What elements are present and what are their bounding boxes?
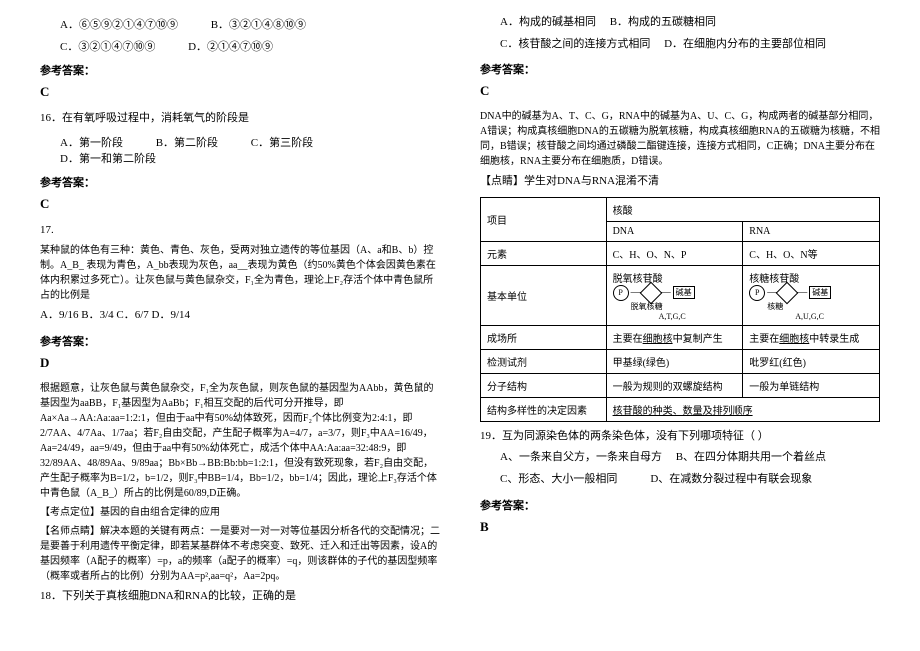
r-unit: 基本单位: [481, 265, 607, 325]
v-elem-rna: C、H、O、N等: [743, 241, 880, 265]
q18-opt-cd: C．核苷酸之间的连接方式相同 D．在细胞内分布的主要部位相同: [480, 36, 880, 54]
q17-options: A．9/16 B．3/4 C．6/7 D．9/14: [40, 307, 440, 325]
q15-options-row1: A．⑥⑤⑨②①④⑦⑩⑨ B．③②①④⑧⑩⑨: [60, 16, 440, 32]
ans18-label: 参考答案：: [480, 61, 880, 77]
q19-opt-cd: C、形态、大小一般相同 D、在减数分裂过程中有联会现象: [480, 471, 880, 489]
v-loc-dna: 主要在细胞核中复制产生: [606, 325, 743, 349]
q18-ds: 【点睛】学生对DNA与RNA混淆不清: [480, 173, 880, 191]
v-test-dna: 甲基绿(绿色): [606, 349, 743, 373]
q15-opt-c: C．③②①④⑦⑩⑨: [60, 38, 155, 54]
ans17-label: 参考答案：: [40, 333, 440, 349]
ans16-label: 参考答案：: [40, 174, 440, 190]
q16-opt-a: A．第一阶段: [60, 134, 123, 150]
q15-options-row2: C．③②①④⑦⑩⑨ D．②①④⑦⑩⑨: [60, 38, 440, 54]
q19-text: 19．互为同源染色体的两条染色体，没有下列哪项特征（ ）: [480, 428, 880, 446]
v-loc-rna: 主要在细胞核中转录生成: [743, 325, 880, 349]
q19-opt-b: B、在四分体期共用一个着丝点: [676, 451, 826, 463]
v-test-rna: 吡罗红(红色): [743, 349, 880, 373]
th-project: 项目: [481, 197, 607, 241]
q17-text: 某种鼠的体色有三种：黄色、青色、灰色，受两对独立遗传的等位基因（A、a和B、b）…: [40, 243, 440, 303]
dna-sugar-label: 脱氧核糖: [631, 301, 737, 312]
ans16-value: C: [40, 196, 440, 212]
v-elem-dna: C、H、O、N、P: [606, 241, 743, 265]
q15-opt-a: A．⑥⑤⑨②①④⑦⑩⑨: [60, 16, 178, 32]
q18-opt-b: B．构成的五碳糖相同: [610, 16, 716, 28]
q19-opt-d: D、在减数分裂过程中有联会现象: [650, 473, 812, 485]
rna-sugar-label: 核糖: [767, 301, 873, 312]
th-nuc: 核酸: [606, 197, 879, 221]
q15-opt-b: B．③②①④⑧⑩⑨: [211, 16, 306, 32]
ans15-label: 参考答案：: [40, 62, 440, 78]
q16-opt-b: B．第二阶段: [156, 134, 218, 150]
q16-opt-d: D．第一和第二阶段: [60, 150, 156, 166]
ans18-value: C: [480, 83, 880, 99]
rna-base-label: 碱基: [809, 286, 831, 299]
v-unit-rna: 核糖核苷酸 P— — 碱基 核糖 A,U,G,C: [743, 265, 880, 325]
q17-explain: 根据题意，让灰色鼠与黄色鼠杂交，F₁全为灰色鼠，则灰色鼠的基因型为AAbb，黄色…: [40, 381, 440, 501]
v-struct-rna: 一般为单链结构: [743, 373, 880, 397]
v-div: 核苷酸的种类、数量及排列顺序: [606, 397, 879, 421]
q19-opt-ab: A、一条来自父方，一条来自母方 B、在四分体期共用一个着丝点: [480, 449, 880, 467]
r-loc: 成场所: [481, 325, 607, 349]
q17-tip: 【名师点睛】解决本题的关键有两点：一是要对一对一对等位基因分析各代的交配情况；二…: [40, 524, 440, 584]
q16-opt-c: C．第三阶段: [251, 134, 313, 150]
phosphate-icon: P: [749, 285, 765, 301]
v-unit-dna: 脱氧核苷酸 P— — 碱基 脱氧核糖 A,T,G,C: [606, 265, 743, 325]
q18-opt-a: A．构成的碱基相同: [500, 16, 596, 28]
v-unit-rna-title: 核糖核苷酸: [749, 270, 873, 285]
q18-opt-ab: A．构成的碱基相同 B．构成的五碳糖相同: [480, 14, 880, 32]
dna-rna-table: 项目 核酸 DNA RNA 元素 C、H、O、N、P C、H、O、N等 基本单位…: [480, 197, 880, 422]
q15-opt-d: D．②①④⑦⑩⑨: [188, 38, 273, 54]
ans19-value: B: [480, 519, 880, 535]
rna-base-list: A,U,G,C: [795, 312, 873, 321]
q19-opt-a: A、一条来自父方，一条来自母方: [500, 451, 662, 463]
ans15-value: C: [40, 84, 440, 100]
dna-base-list: A,T,G,C: [659, 312, 737, 321]
q17-num: 17.: [40, 222, 440, 240]
th-rna: RNA: [743, 221, 880, 241]
rna-nuc-diagram: P— — 碱基: [749, 285, 831, 301]
q16-text: 16．在有氧呼吸过程中，消耗氧气的阶段是: [40, 110, 440, 128]
v-unit-dna-title: 脱氧核苷酸: [613, 270, 737, 285]
ans17-value: D: [40, 355, 440, 371]
q16-options: A．第一阶段 B．第二阶段 C．第三阶段 D．第一和第二阶段: [60, 134, 440, 166]
q19-opt-c: C、形态、大小一般相同: [500, 473, 617, 485]
r-div: 结构多样性的决定因素: [481, 397, 607, 421]
right-column: A．构成的碱基相同 B．构成的五碳糖相同 C．核苷酸之间的连接方式相同 D．在细…: [480, 10, 880, 609]
dna-nuc-diagram: P— — 碱基: [613, 285, 695, 301]
r-elem: 元素: [481, 241, 607, 265]
th-dna: DNA: [606, 221, 743, 241]
dna-base-label: 碱基: [673, 286, 695, 299]
left-column: A．⑥⑤⑨②①④⑦⑩⑨ B．③②①④⑧⑩⑨ C．③②①④⑦⑩⑨ D．②①④⑦⑩⑨…: [40, 10, 440, 609]
q18-explain: DNA中的碱基为A、T、C、G，RNA中的碱基为A、U、C、G，构成两者的碱基部…: [480, 109, 880, 169]
q18-opt-c: C．核苷酸之间的连接方式相同: [500, 38, 650, 50]
q18-text: 18．下列关于真核细胞DNA和RNA的比较，正确的是: [40, 588, 440, 606]
r-struct: 分子结构: [481, 373, 607, 397]
q18-opt-d: D．在细胞内分布的主要部位相同: [664, 38, 826, 50]
q17-kd: 【考点定位】基因的自由组合定律的应用: [40, 505, 440, 520]
ans19-label: 参考答案：: [480, 497, 880, 513]
r-test: 检测试剂: [481, 349, 607, 373]
v-struct-dna: 一般为规则的双螺旋结构: [606, 373, 743, 397]
phosphate-icon: P: [613, 285, 629, 301]
